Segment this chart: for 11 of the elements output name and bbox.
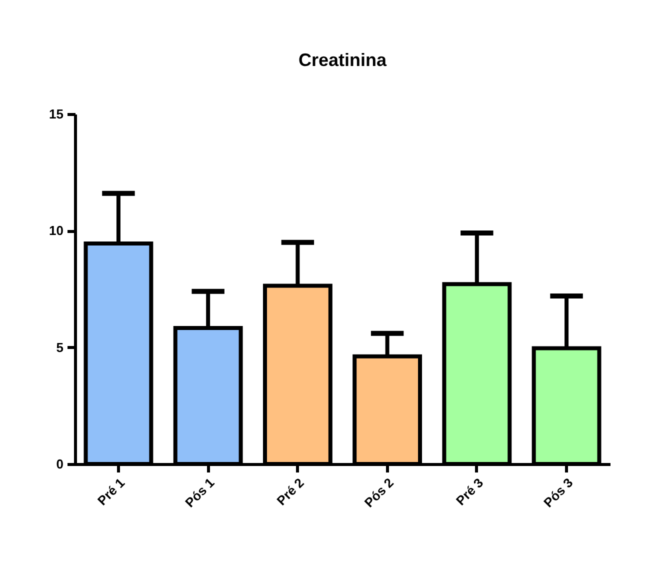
y-tick-label: 0 xyxy=(56,456,64,472)
chart-title: Creatinina xyxy=(298,50,388,70)
y-tick-label: 15 xyxy=(49,106,64,122)
y-tick-label: 5 xyxy=(56,340,64,355)
x-tick-label: Pós 3 xyxy=(540,475,576,510)
x-tick-label: Pós 2 xyxy=(361,475,396,510)
y-tick-label: 10 xyxy=(49,223,64,238)
x-tick-label: Pré 3 xyxy=(453,475,486,508)
x-tick-label: Pós 1 xyxy=(182,475,218,510)
x-tick-label: Pré 1 xyxy=(94,475,128,508)
x-tick-label: Pré 2 xyxy=(274,475,307,508)
